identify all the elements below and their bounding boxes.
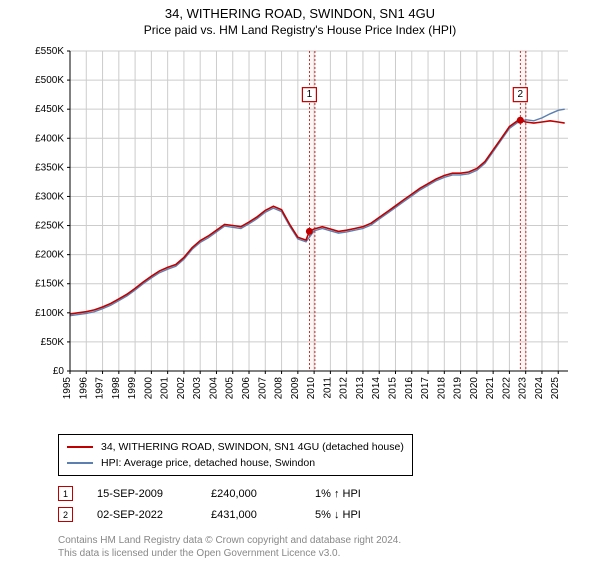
svg-text:2025: 2025 (550, 377, 561, 400)
svg-text:£0: £0 (53, 366, 65, 377)
legend-label: HPI: Average price, detached house, Swin… (101, 457, 315, 469)
svg-text:2: 2 (518, 89, 524, 100)
svg-text:£300K: £300K (35, 191, 64, 202)
svg-text:2010: 2010 (306, 377, 317, 400)
price-chart: £0 £50K £100K £150K £200K £250K £300K £350K £400… (20, 41, 580, 421)
summary-date: 15-SEP-2009 (97, 488, 187, 500)
svg-text:£150K: £150K (35, 279, 64, 290)
svg-text:2003: 2003 (192, 377, 203, 400)
svg-text:2022: 2022 (501, 377, 512, 400)
marker-badge-icon: 2 (58, 507, 73, 522)
footer-line: This data is licensed under the Open Gov… (58, 548, 401, 561)
legend-item: HPI: Average price, detached house, Swin… (67, 455, 404, 471)
legend-item: 34, WITHERING ROAD, SWINDON, SN1 4GU (de… (67, 439, 404, 455)
legend-swatch-icon (67, 446, 93, 448)
footer-line: Contains HM Land Registry data © Crown c… (58, 535, 401, 548)
svg-text:2002: 2002 (176, 377, 187, 400)
table-row: 2 02-SEP-2022 £431,000 5% ↓ HPI (58, 507, 361, 522)
svg-text:1999: 1999 (127, 377, 138, 400)
svg-text:2008: 2008 (274, 377, 285, 400)
svg-text:2015: 2015 (387, 377, 398, 400)
svg-text:£100K: £100K (35, 308, 64, 319)
svg-text:£450K: £450K (35, 104, 64, 115)
svg-text:2021: 2021 (485, 377, 496, 400)
svg-text:£50K: £50K (41, 337, 65, 348)
svg-text:£250K: £250K (35, 221, 64, 232)
summary-delta: 5% ↓ HPI (315, 509, 361, 521)
svg-text:£200K: £200K (35, 250, 64, 261)
svg-text:£550K: £550K (35, 46, 64, 57)
summary-price: £431,000 (211, 509, 291, 521)
svg-text:2017: 2017 (420, 377, 431, 400)
svg-text:2012: 2012 (339, 377, 350, 400)
svg-text:2006: 2006 (241, 377, 252, 400)
svg-text:2023: 2023 (518, 377, 529, 400)
legend: 34, WITHERING ROAD, SWINDON, SN1 4GU (de… (58, 434, 413, 476)
svg-text:2004: 2004 (208, 377, 219, 400)
svg-text:2018: 2018 (436, 377, 447, 400)
table-row: 1 15-SEP-2009 £240,000 1% ↑ HPI (58, 486, 361, 501)
svg-text:1: 1 (307, 89, 313, 100)
svg-text:1995: 1995 (62, 377, 73, 400)
svg-text:£400K: £400K (35, 133, 64, 144)
svg-text:1998: 1998 (111, 377, 122, 400)
svg-text:2011: 2011 (322, 377, 333, 399)
svg-text:1996: 1996 (78, 377, 89, 400)
svg-text:2009: 2009 (290, 377, 301, 400)
page-subtitle: Price paid vs. HM Land Registry's House … (0, 23, 600, 37)
summary-price: £240,000 (211, 488, 291, 500)
marker-badge-icon: 1 (58, 486, 73, 501)
legend-label: 34, WITHERING ROAD, SWINDON, SN1 4GU (de… (101, 441, 404, 453)
summary-delta: 1% ↑ HPI (315, 488, 361, 500)
svg-text:2016: 2016 (404, 377, 415, 400)
summary-date: 02-SEP-2022 (97, 509, 187, 521)
summary-table: 1 15-SEP-2009 £240,000 1% ↑ HPI 2 02-SEP… (58, 486, 361, 522)
page-title: 34, WITHERING ROAD, SWINDON, SN1 4GU (0, 6, 600, 21)
svg-text:£500K: £500K (35, 75, 64, 86)
svg-text:2000: 2000 (143, 377, 154, 400)
svg-text:2007: 2007 (257, 377, 268, 400)
svg-text:2001: 2001 (160, 377, 171, 400)
svg-text:£350K: £350K (35, 162, 64, 173)
svg-text:2020: 2020 (469, 377, 480, 400)
svg-text:1997: 1997 (95, 377, 106, 400)
legend-swatch-icon (67, 462, 93, 464)
svg-text:2013: 2013 (355, 377, 366, 400)
svg-text:2005: 2005 (225, 377, 236, 400)
svg-text:2019: 2019 (453, 377, 464, 400)
svg-text:2014: 2014 (371, 377, 382, 400)
footer: Contains HM Land Registry data © Crown c… (58, 535, 401, 560)
svg-text:2024: 2024 (534, 377, 545, 400)
